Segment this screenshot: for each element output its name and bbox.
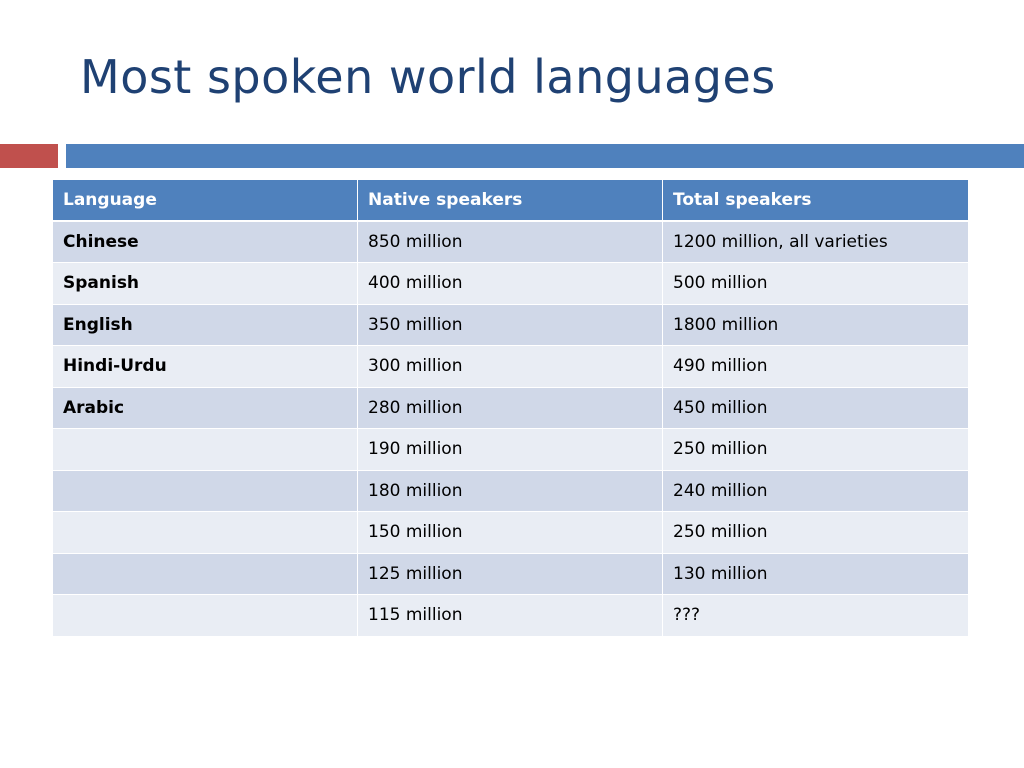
- table-row: Arabic 280 million 450 million: [52, 386, 969, 429]
- cell-native-speakers: 280 million: [357, 386, 663, 429]
- table-row: 190 million 250 million: [52, 428, 969, 471]
- cell-native-speakers: 125 million: [357, 552, 663, 595]
- cell-total-speakers: 250 million: [662, 511, 969, 554]
- cell-native-speakers: 350 million: [357, 303, 663, 346]
- cell-native-speakers: 150 million: [357, 511, 663, 554]
- cell-total-speakers: 130 million: [662, 552, 969, 595]
- cell-native-speakers: 850 million: [357, 220, 663, 263]
- cell-language: English: [52, 303, 358, 346]
- cell-total-speakers: 1800 million: [662, 303, 969, 346]
- cell-language: Spanish: [52, 262, 358, 305]
- accent-bar-red: [0, 144, 58, 168]
- header-language: Language: [52, 179, 358, 222]
- cell-native-speakers: 190 million: [357, 428, 663, 471]
- table-row: English 350 million 1800 million: [52, 303, 969, 346]
- cell-total-speakers: 500 million: [662, 262, 969, 305]
- cell-language: [52, 511, 358, 554]
- cell-language: [52, 469, 358, 512]
- table-row: Chinese 850 million 1200 million, all va…: [52, 220, 969, 263]
- cell-language: Hindi-Urdu: [52, 345, 358, 388]
- header-native-speakers: Native speakers: [357, 179, 663, 222]
- accent-bar-blue: [66, 144, 1024, 168]
- cell-native-speakers: 400 million: [357, 262, 663, 305]
- cell-total-speakers: 240 million: [662, 469, 969, 512]
- cell-total-speakers: 1200 million, all varieties: [662, 220, 969, 263]
- cell-total-speakers: ???: [662, 594, 969, 637]
- header-total-speakers: Total speakers: [662, 179, 969, 222]
- cell-native-speakers: 300 million: [357, 345, 663, 388]
- table-row: 125 million 130 million: [52, 552, 969, 595]
- table-row: 180 million 240 million: [52, 469, 969, 512]
- cell-native-speakers: 115 million: [357, 594, 663, 637]
- table-header-row: Language Native speakers Total speakers: [52, 179, 969, 222]
- cell-native-speakers: 180 million: [357, 469, 663, 512]
- languages-table-container: Language Native speakers Total speakers …: [52, 179, 969, 637]
- cell-language: Chinese: [52, 220, 358, 263]
- cell-language: [52, 552, 358, 595]
- table-row: 150 million 250 million: [52, 511, 969, 554]
- languages-table: Language Native speakers Total speakers …: [52, 179, 969, 637]
- cell-language: [52, 594, 358, 637]
- slide-title: Most spoken world languages: [80, 50, 776, 104]
- cell-total-speakers: 490 million: [662, 345, 969, 388]
- cell-language: [52, 428, 358, 471]
- cell-total-speakers: 250 million: [662, 428, 969, 471]
- cell-language: Arabic: [52, 386, 358, 429]
- cell-total-speakers: 450 million: [662, 386, 969, 429]
- table-row: Hindi-Urdu 300 million 490 million: [52, 345, 969, 388]
- table-row: 115 million ???: [52, 594, 969, 637]
- table-row: Spanish 400 million 500 million: [52, 262, 969, 305]
